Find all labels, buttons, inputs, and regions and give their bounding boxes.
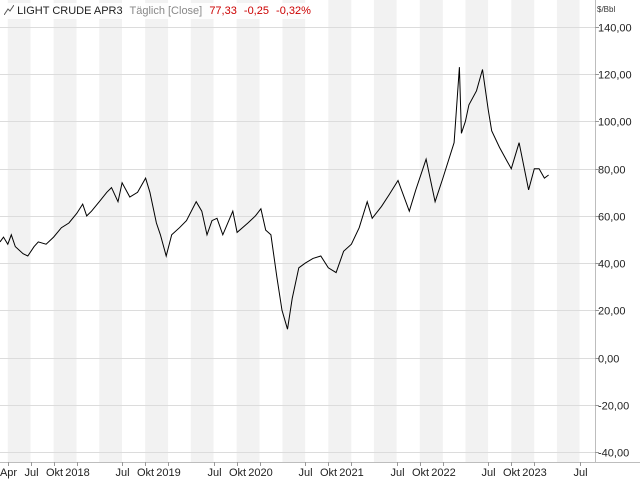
x-tick-label: Apr	[0, 467, 17, 479]
y-tick-label: 40,00	[598, 259, 626, 271]
y-tick-label: 60,00	[598, 212, 626, 224]
time-band	[442, 0, 466, 462]
time-band	[419, 0, 443, 462]
x-tick-label: Jul	[115, 467, 129, 479]
unit-label: $/Bbl	[597, 5, 616, 14]
time-band	[99, 0, 123, 462]
time-band	[328, 0, 352, 462]
x-tick-label: 2020	[248, 467, 272, 479]
time-bands	[0, 0, 595, 462]
time-band	[511, 0, 535, 462]
time-band	[7, 0, 31, 462]
y-tick-label: 80,00	[598, 165, 626, 177]
time-band	[396, 0, 420, 462]
time-band	[122, 0, 146, 462]
y-tick-label: 0,00	[598, 354, 619, 366]
time-band	[259, 0, 283, 462]
x-tick-label: Okt	[137, 467, 154, 479]
time-band	[488, 0, 512, 462]
x-tick-label: 2023	[522, 467, 546, 479]
instrument-symbol: LIGHT CRUDE APR3	[17, 5, 123, 17]
y-tick-label: 120,00	[598, 70, 632, 82]
line-chart-icon	[4, 5, 14, 15]
x-tick-label: Okt	[412, 467, 429, 479]
time-band	[190, 0, 214, 462]
time-band	[556, 0, 580, 462]
price-change-pct: -0,32%	[276, 5, 311, 17]
x-tick-label: Jul	[207, 467, 221, 479]
x-tick-label: Okt	[46, 467, 63, 479]
x-tick-label: 2021	[339, 467, 363, 479]
y-axis: 140,00 120,00 100,00 80,00 60,00 40,00 20,00 0,…	[595, 23, 632, 460]
price-line	[0, 67, 549, 330]
time-band	[534, 0, 557, 462]
x-tick-label: Jul	[298, 467, 312, 479]
x-tick-label: Jul	[24, 467, 38, 479]
x-tick-label: 2022	[431, 467, 455, 479]
x-tick-label: Jul	[481, 467, 495, 479]
y-tick-label: -20,00	[598, 401, 629, 413]
x-axis: Apr Jul Okt 2018 Jul Okt 2019 Jul Okt 2020 Jul Okt 2…	[0, 462, 588, 479]
x-tick-label: Okt	[320, 467, 337, 479]
time-band	[282, 0, 306, 462]
chart-frequency: Täglich [Close]	[129, 5, 203, 17]
x-tick-label: 2019	[156, 467, 180, 479]
x-tick-label: Okt	[229, 467, 246, 479]
price-change: -0,25	[243, 5, 269, 17]
x-tick-label: Jul	[390, 467, 404, 479]
chart-header: LIGHT CRUDE APR3 Täglich [Close] 77,33 -…	[4, 3, 319, 19]
grid-lines	[0, 27, 595, 453]
time-band	[76, 0, 100, 462]
time-band	[213, 0, 237, 462]
time-band	[0, 0, 8, 462]
x-tick-label: Jul	[573, 467, 587, 479]
time-band	[465, 0, 489, 462]
time-band	[579, 0, 595, 462]
time-band	[168, 0, 191, 462]
y-tick-label: 20,00	[598, 306, 626, 318]
x-tick-label: Okt	[503, 467, 520, 479]
x-tick-label: 2018	[65, 467, 89, 479]
time-band	[53, 0, 77, 462]
last-price: 77,33	[209, 5, 237, 17]
y-tick-label: 100,00	[598, 117, 632, 129]
time-band	[30, 0, 54, 462]
time-band	[236, 0, 260, 462]
time-band	[351, 0, 374, 462]
y-tick-label: 140,00	[598, 23, 632, 35]
time-band	[305, 0, 329, 462]
time-band	[145, 0, 169, 462]
time-band	[373, 0, 397, 462]
y-tick-label: -40,00	[598, 448, 629, 460]
